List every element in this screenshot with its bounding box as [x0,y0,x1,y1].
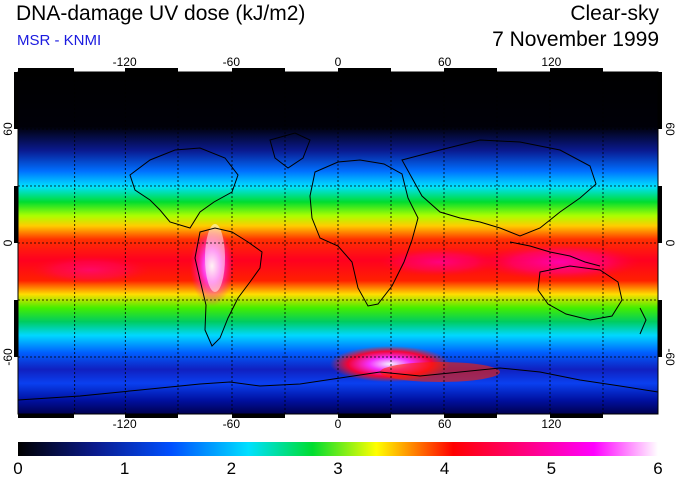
lat-tick-label-left: -60 [1,348,15,366]
colorbar-tick-label: 1 [120,459,129,478]
colorbar-tick-label: 3 [333,459,342,478]
map-date: 7 November 1999 [492,28,659,51]
map-source: MSR - KNMI [17,32,102,49]
lat-tick-label-right: 0 [663,240,677,247]
colorbar-tick-label: 6 [653,459,662,478]
colorbar-tick-label: 5 [547,459,556,478]
colorbar-labels: 0 1 2 3 4 5 6 [13,459,662,478]
lon-tick-label-bottom: -60 [223,417,241,431]
colorbar-tick-label: 4 [440,459,449,478]
lat-tick-label-left: 60 [1,122,15,136]
lon-tick-label-top: 60 [438,55,452,69]
coast-south-america [194,227,263,347]
lat-labels-right: 60 0 -60 [663,122,677,366]
map-title: DNA-damage UV dose (kJ/m2) [16,2,306,25]
colorbar [18,442,658,456]
coast-indonesia [509,241,601,267]
lon-tick-label-bottom: 0 [335,417,342,431]
colorbar-tick-label: 2 [227,459,236,478]
graticule [18,72,658,414]
lon-tick-label-bottom: 120 [541,417,561,431]
lon-tick-label-top: -60 [223,55,241,69]
lon-tick-label-top: -120 [113,55,137,69]
coast-north-america [129,147,239,229]
coast-australia [537,265,623,321]
coastlines [18,132,658,401]
coast-europe-africa [309,159,419,307]
lon-labels-bottom: -120 -60 0 60 120 [113,417,562,431]
lat-tick-label-right: 60 [663,122,677,136]
coast-greenland [269,132,311,169]
lon-labels-top: -120 -60 0 60 120 [113,55,562,69]
colorbar-tick-label: 0 [13,459,22,478]
coast-antarctica [18,367,658,401]
lon-tick-label-bottom: -120 [113,417,137,431]
lat-tick-label-left: 0 [1,239,15,246]
coast-asia [401,139,597,237]
frame-edge-bars [14,68,662,418]
sky-condition: Clear-sky [570,2,659,25]
lat-labels-left: 60 0 -60 [1,122,15,366]
coast-new-zealand [639,307,647,335]
lon-tick-label-top: 0 [335,55,342,69]
lon-tick-label-top: 120 [541,55,561,69]
lat-tick-label-right: -60 [663,348,677,366]
lon-tick-label-bottom: 60 [438,417,452,431]
